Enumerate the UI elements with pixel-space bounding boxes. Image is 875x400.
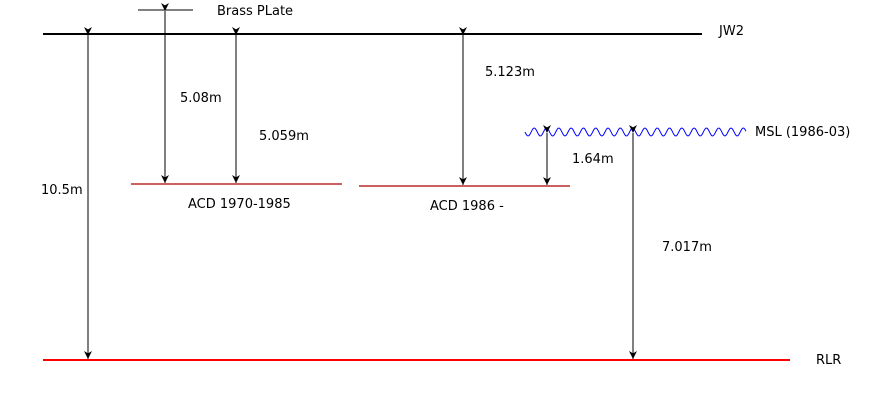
measure-msl-to-rlr: 7.017m [662, 240, 712, 255]
msl-wave-line [524, 127, 747, 137]
measure-jw2-to-acd1970: 5.059m [259, 129, 309, 144]
rlr-label: RLR [816, 353, 841, 368]
measure-msl-to-acd1986: 1.64m [572, 152, 614, 167]
brass-plate-label: Brass PLate [217, 4, 293, 19]
msl-label: MSL (1986-03) [755, 125, 850, 140]
measure-jw2-to-rlr: 10.5m [41, 183, 83, 198]
acd-1986-label: ACD 1986 - [430, 199, 504, 214]
jw2-label: JW2 [718, 24, 744, 39]
acd-1970-1985-label: ACD 1970-1985 [188, 197, 291, 212]
measure-jw2-to-acd1986: 5.123m [485, 65, 535, 80]
measure-brass-to-acd1970: 5.08m [180, 91, 222, 106]
